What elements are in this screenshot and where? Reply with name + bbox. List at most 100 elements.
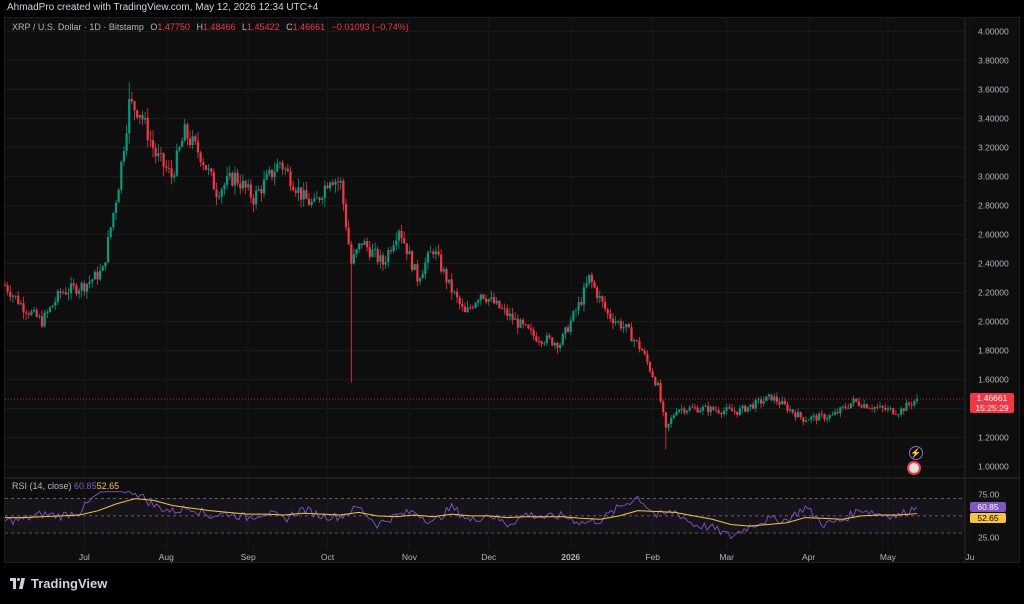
- candle-body: [397, 231, 400, 241]
- candle-body: [358, 243, 361, 250]
- candle-body: [424, 262, 427, 274]
- candle-body: [836, 412, 839, 414]
- tradingview-logo-icon: [10, 578, 26, 589]
- candle-body: [445, 269, 448, 283]
- candle-body: [450, 279, 453, 293]
- candle-body: [884, 407, 887, 410]
- rsi-line: [4, 491, 918, 540]
- candle-body: [524, 324, 527, 325]
- candle-body: [471, 307, 474, 309]
- candle-body: [902, 408, 905, 411]
- candle-body: [648, 362, 652, 372]
- candle-body: [326, 185, 329, 189]
- tradingview-logo[interactable]: TradingView: [10, 576, 107, 591]
- candle-body: [138, 114, 141, 118]
- candle-body: [265, 173, 268, 180]
- candle-body: [284, 168, 287, 170]
- candle-body: [434, 251, 437, 255]
- low-value: 1.45422: [247, 22, 280, 32]
- price-tick-label: 2.20000: [978, 288, 1009, 298]
- candle-body: [622, 327, 625, 329]
- candle-body: [823, 414, 826, 420]
- candle-body: [670, 418, 673, 424]
- candle-body: [466, 307, 469, 313]
- candle-body: [529, 328, 533, 331]
- candle-body: [421, 273, 424, 279]
- candle-body: [664, 412, 667, 428]
- candle-body: [474, 302, 477, 308]
- candle-body: [109, 227, 112, 237]
- candle-body: [67, 293, 70, 295]
- price-tick-label: 2.00000: [978, 317, 1009, 327]
- candle-body: [294, 190, 297, 193]
- candle-body: [831, 414, 834, 416]
- candle-body: [548, 335, 551, 338]
- candle-body: [368, 247, 371, 257]
- candle-body: [51, 305, 54, 308]
- candle-body: [722, 410, 726, 415]
- close-label: C: [286, 22, 293, 32]
- candle-body: [514, 318, 517, 320]
- candle-body: [878, 406, 882, 408]
- candle-body: [789, 409, 792, 411]
- candle-body: [281, 162, 284, 170]
- candle-body: [625, 324, 628, 328]
- candle-body: [299, 187, 303, 200]
- candle-body: [69, 283, 73, 294]
- candle-body: [633, 340, 636, 342]
- candle-body: [381, 255, 385, 265]
- candle-body: [54, 301, 57, 306]
- candle-body: [545, 335, 549, 344]
- candle-body: [915, 399, 919, 401]
- candle-body: [651, 371, 654, 378]
- time-tick-label: 2026: [561, 552, 580, 562]
- candle-body: [606, 309, 609, 314]
- candle-body: [844, 406, 847, 408]
- time-tick-label: Feb: [645, 552, 660, 562]
- candle-body: [149, 140, 152, 141]
- candle-body: [659, 382, 662, 402]
- candle-body: [868, 408, 871, 410]
- candle-body: [873, 407, 876, 410]
- candle-body: [352, 254, 356, 264]
- chart-frame: [4, 17, 1020, 563]
- candle-body: [553, 342, 556, 346]
- candle-body: [588, 274, 591, 284]
- candle-body: [14, 295, 17, 297]
- candle-body: [807, 419, 810, 421]
- candle-body: [173, 175, 176, 178]
- flash-icon[interactable]: ⚡: [909, 446, 923, 460]
- us-flag-icon[interactable]: [907, 461, 921, 475]
- candle-body: [80, 283, 83, 291]
- candle-body: [603, 301, 607, 310]
- candle-body: [566, 327, 570, 332]
- candle-body: [863, 404, 866, 408]
- candle-body: [477, 300, 480, 303]
- candle-body: [228, 173, 231, 177]
- candle-body: [191, 136, 194, 146]
- candle-body: [99, 270, 102, 280]
- candle-body: [83, 283, 86, 292]
- candle-body: [746, 407, 749, 412]
- candle-body: [318, 197, 321, 200]
- candle-body: [257, 189, 260, 191]
- candle-body: [270, 169, 274, 178]
- candle-body: [165, 166, 168, 169]
- candle-body: [114, 202, 118, 213]
- candle-body: [371, 249, 374, 257]
- candle-body: [321, 198, 324, 200]
- candle-body: [704, 405, 707, 407]
- candle-body: [376, 248, 379, 262]
- candle-body: [395, 240, 398, 246]
- candle-body: [752, 404, 755, 409]
- price-tick-label: 2.80000: [978, 200, 1009, 210]
- candle-body: [860, 405, 863, 408]
- candle-body: [30, 311, 33, 315]
- candle-body: [289, 171, 292, 187]
- candle-body: [19, 303, 22, 305]
- candle-body: [403, 238, 406, 244]
- candle-body: [260, 189, 263, 194]
- candle-body: [849, 403, 853, 409]
- rsi-legend: RSI (14, close) 60.8552.65: [12, 481, 119, 491]
